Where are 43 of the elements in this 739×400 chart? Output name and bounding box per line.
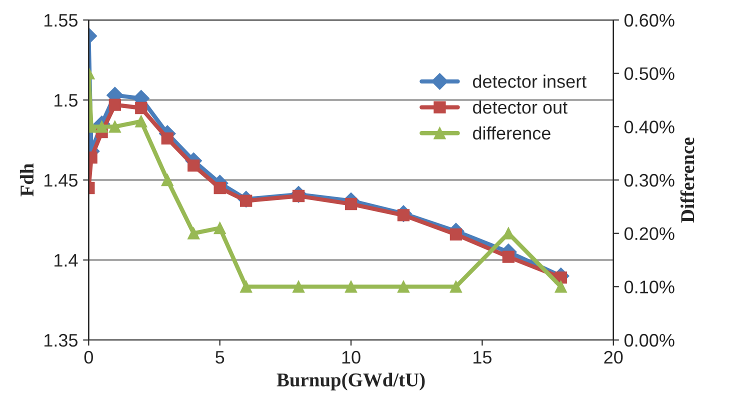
point — [450, 280, 462, 293]
point — [108, 120, 121, 133]
y-tick-label: 1.4 — [54, 254, 78, 267]
point — [344, 198, 358, 210]
y-tick-label: 1.55 — [44, 14, 78, 27]
legend-label: detector out — [472, 100, 568, 114]
x-tick-label: 0 — [84, 350, 93, 364]
point — [397, 280, 410, 293]
y2-tick-label: 0.60% — [624, 14, 674, 27]
point — [108, 98, 121, 111]
y-tick-label: 1.5 — [54, 94, 78, 107]
point — [161, 132, 174, 144]
point — [292, 280, 305, 293]
point — [450, 228, 462, 240]
point — [502, 250, 515, 263]
x-axis-title: Burnup(GWd/tU) — [276, 372, 425, 390]
y2-tick-label: 0.30% — [624, 174, 674, 187]
y2-tick-label: 0.00% — [624, 334, 674, 347]
legend-label: detector insert — [472, 74, 586, 88]
point — [214, 182, 226, 194]
y2-tick-label: 0.40% — [624, 120, 674, 134]
y2-axis-title: Difference — [680, 137, 694, 223]
point — [96, 120, 108, 133]
y2-tick-label: 0.10% — [624, 280, 674, 294]
legend-label: difference — [472, 126, 550, 140]
x-tick-label: 20 — [604, 350, 623, 364]
y2-tick-label: 0.50% — [624, 67, 674, 80]
point — [214, 222, 226, 234]
point — [188, 227, 200, 240]
point — [188, 160, 200, 172]
y2-tick-label: 0.20% — [624, 227, 674, 240]
y-tick-label: 1.45 — [44, 174, 78, 187]
point — [240, 280, 252, 293]
point — [135, 102, 148, 114]
y-axis-title: Fdh — [20, 164, 34, 196]
point — [344, 280, 358, 293]
point — [161, 174, 174, 186]
y-tick-label: 1.35 — [44, 334, 78, 347]
x-tick-label: 5 — [216, 351, 224, 364]
point — [135, 115, 148, 128]
x-tick-label: 15 — [474, 351, 492, 364]
x-tick-label: 10 — [342, 350, 360, 364]
point — [554, 280, 567, 293]
